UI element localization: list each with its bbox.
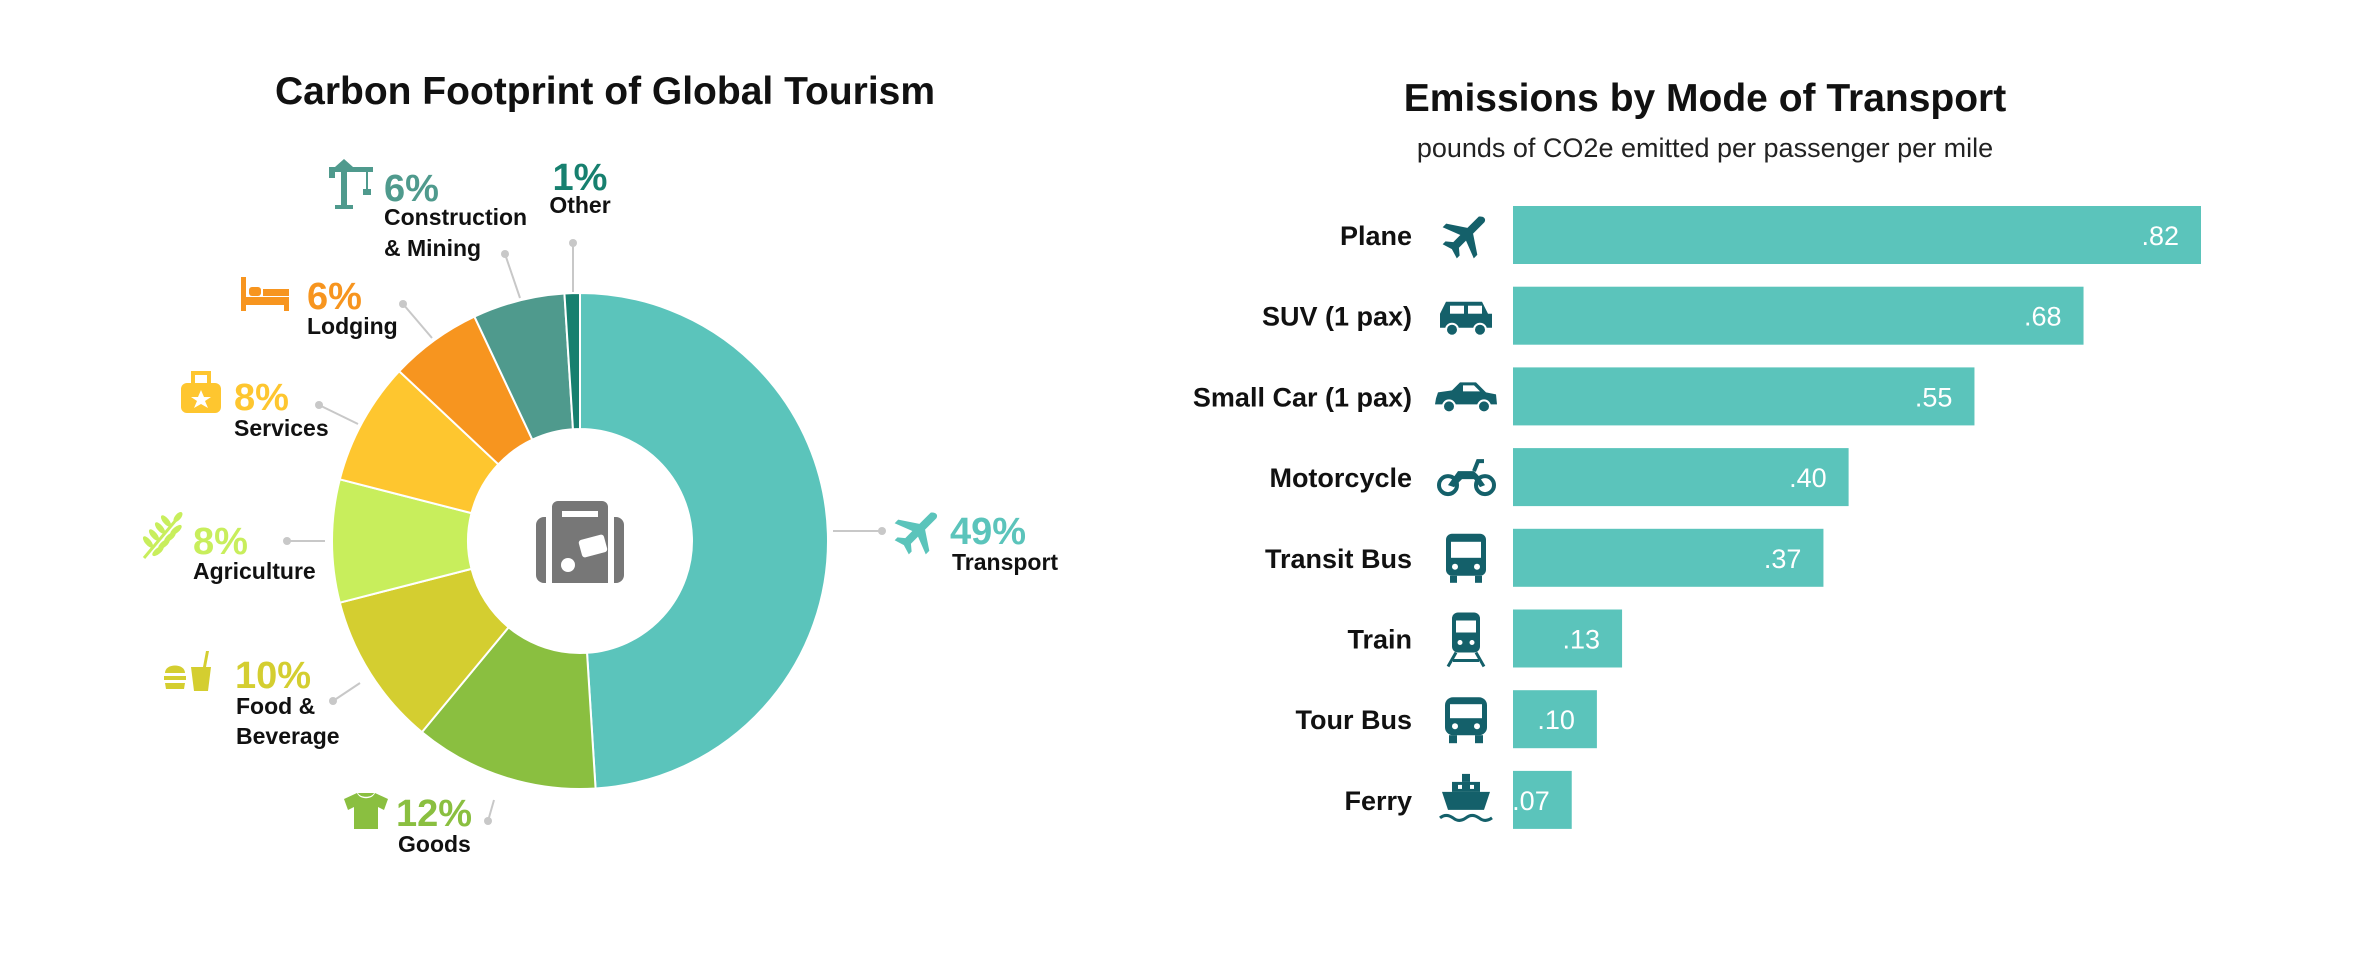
- services-icon: [181, 371, 221, 413]
- shirt-icon: [344, 793, 388, 829]
- plane-icon: [894, 512, 938, 555]
- bed-icon: [241, 277, 289, 311]
- bar-value-label: .68: [2024, 302, 2062, 332]
- leader-line: [402, 303, 433, 339]
- bar: [1513, 286, 2084, 345]
- bar: [1513, 770, 1572, 829]
- donut-chart: Carbon Footprint of Global Tourism 49%Tr…: [142, 70, 1058, 857]
- train-icon: [1446, 612, 1486, 668]
- leader-dot: [399, 300, 407, 308]
- slice-label: Food &: [236, 693, 315, 719]
- transit-bus-icon: [1446, 533, 1486, 583]
- slice-label: Transport: [952, 549, 1058, 575]
- bar-value-label: .37: [1764, 544, 1802, 574]
- slice-label: & Mining: [384, 235, 481, 261]
- leader-line: [504, 253, 521, 299]
- leader-dot: [484, 817, 492, 825]
- suitcase-icon: [536, 501, 624, 583]
- bar: [1513, 690, 1597, 749]
- bar-row: Small Car (1 pax) .55: [1193, 367, 1975, 426]
- slice-percent: 6%: [384, 168, 439, 210]
- leader-line: [332, 682, 361, 702]
- bar-row: Transit Bus .37: [1265, 528, 1824, 587]
- bar-row: Motorcycle .40: [1269, 448, 1849, 507]
- bar-value-label: .55: [1915, 382, 1953, 412]
- bar: [1513, 528, 1824, 587]
- leader-line: [318, 404, 359, 425]
- category-label: Plane: [1340, 221, 1412, 251]
- bar-value-label: .40: [1789, 463, 1827, 493]
- category-label: Train: [1347, 625, 1412, 655]
- bars: Plane .82 SUV (1 pax) .68 Small Car (1 pax).…: [1193, 206, 2201, 829]
- plane-icon: [1442, 216, 1486, 259]
- bar-row: Tour Bus .10: [1296, 690, 1597, 749]
- food-icon: [164, 651, 211, 691]
- slice-callout: 6%Lodging: [241, 276, 433, 339]
- slice-percent: 8%: [234, 377, 289, 419]
- bar-row: SUV (1 pax) .68: [1262, 286, 2084, 345]
- bar-row: Train .13: [1347, 609, 1623, 668]
- slice-callout: 49%Transport: [833, 511, 1058, 575]
- slice-callout: 8%Services: [181, 371, 359, 441]
- bar-value-label: .82: [2141, 221, 2179, 251]
- category-label: Transit Bus: [1265, 544, 1412, 574]
- slice-label: Services: [234, 415, 329, 441]
- category-label: SUV (1 pax): [1262, 302, 1412, 332]
- leader-dot: [283, 537, 291, 545]
- donut-slice-goods: [420, 625, 597, 790]
- bar-chart: Emissions by Mode of Transport pounds of…: [1193, 77, 2201, 829]
- bar: [1513, 367, 1975, 426]
- leader-dot: [569, 239, 577, 247]
- slice-callout: 10%Food & Beverage: [164, 651, 361, 749]
- slice-label: Beverage: [236, 723, 340, 749]
- slice-callout: 6%Construction & Mining: [329, 159, 527, 299]
- tour-bus-icon: [1445, 697, 1487, 744]
- category-label: Motorcycle: [1269, 463, 1412, 493]
- slice-label: Goods: [398, 831, 471, 857]
- slice-percent: 8%: [193, 521, 248, 563]
- slice-callout: 1%Other: [549, 157, 611, 292]
- bar-chart-title: Emissions by Mode of Transport: [1404, 77, 2006, 120]
- category-label: Tour Bus: [1296, 705, 1413, 735]
- slice-callout: 8%Agriculture: [142, 512, 325, 584]
- leader-dot: [878, 527, 886, 535]
- slice-label: Agriculture: [193, 558, 316, 584]
- motorcycle-icon: [1437, 459, 1496, 497]
- slice-percent: 12%: [396, 793, 472, 835]
- slice-percent: 1%: [553, 157, 608, 199]
- slice-callout: 12%Goods: [344, 793, 495, 857]
- bar-chart-subtitle: pounds of CO2e emitted per passenger per…: [1417, 133, 1993, 163]
- leader-dot: [501, 250, 509, 258]
- slice-label: Construction: [384, 204, 527, 230]
- donut-slice-other: [563, 291, 581, 431]
- donut-chart-title: Carbon Footprint of Global Tourism: [275, 70, 935, 113]
- wheat-icon: [142, 512, 183, 559]
- crane-icon: [329, 159, 373, 209]
- bar: [1513, 448, 1849, 507]
- category-label: Small Car (1 pax): [1193, 382, 1412, 412]
- leader-dot: [329, 697, 337, 705]
- ferry-icon: [1439, 773, 1493, 822]
- category-label: Ferry: [1344, 786, 1412, 816]
- bar-value-label: .10: [1537, 705, 1575, 735]
- bar-row: Ferry .07: [1344, 770, 1572, 829]
- suv-icon: [1440, 301, 1492, 337]
- leader-dot: [315, 401, 323, 409]
- donut-slices: [330, 291, 830, 790]
- bar: [1513, 609, 1623, 668]
- slice-label: Lodging: [307, 313, 398, 339]
- bar-value-label: .13: [1563, 625, 1601, 655]
- donut-slice-transport: [579, 291, 830, 790]
- slice-percent: 49%: [950, 511, 1026, 553]
- bar: [1513, 206, 2201, 264]
- small-car-icon: [1435, 382, 1497, 414]
- slice-percent: 6%: [307, 276, 362, 318]
- bar-value-label: .07: [1512, 786, 1550, 816]
- slice-percent: 10%: [235, 655, 311, 697]
- slice-label: Other: [549, 192, 610, 218]
- bar-row: Plane .82: [1340, 206, 2201, 264]
